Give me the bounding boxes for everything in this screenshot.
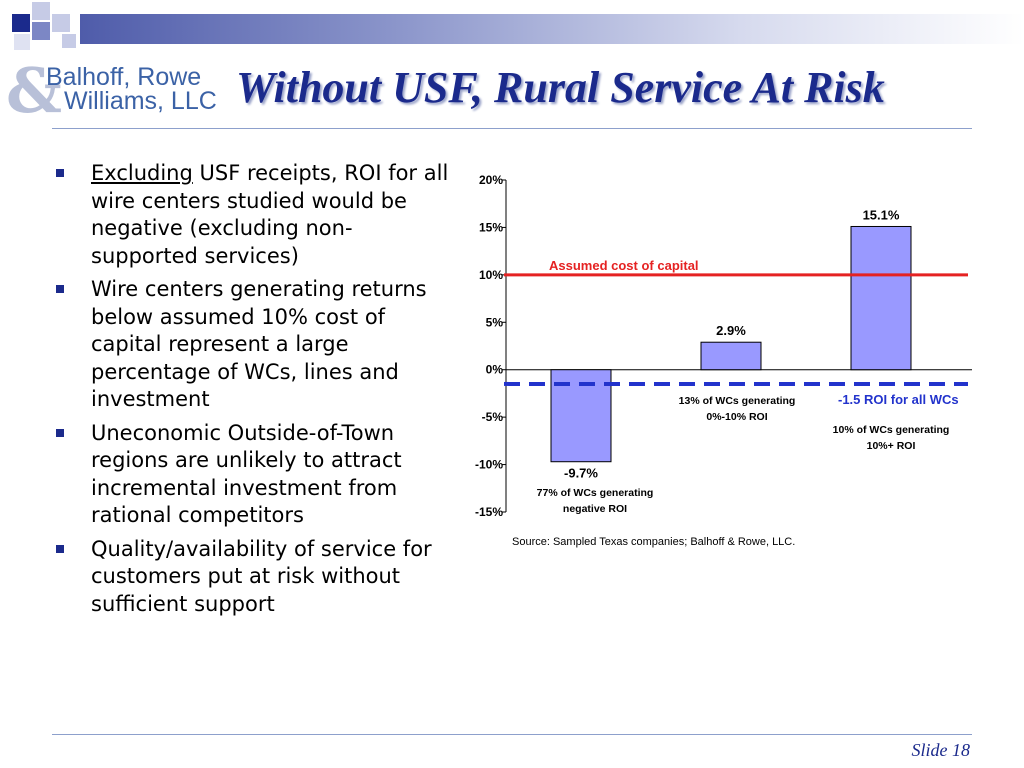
- decor-square: [62, 34, 76, 48]
- decor-square: [32, 2, 50, 20]
- cost-of-capital-label: Assumed cost of capital: [549, 258, 699, 273]
- footer-divider: [52, 734, 972, 735]
- bullet-marker: [56, 285, 64, 293]
- decor-square: [12, 14, 30, 32]
- company-logo-line1: Balhoff, Rowe: [46, 63, 202, 91]
- bar: [850, 225, 912, 371]
- bullet-underlined-text: Excluding: [91, 161, 193, 185]
- bullet-item: Wire centers generating returns below as…: [50, 276, 450, 414]
- chart-source-note: Source: Sampled Texas companies; Balhoff…: [512, 536, 796, 548]
- bullet-item: Quality/availability of service for cust…: [50, 536, 450, 619]
- category-label: negative ROI: [563, 503, 627, 515]
- y-tick-label: 0%: [486, 363, 504, 377]
- category-label: 10% of WCs generating: [833, 424, 950, 436]
- bullet-list: Excluding USF receipts, ROI for all wire…: [50, 160, 450, 624]
- category-label: 0%-10% ROI: [706, 411, 767, 423]
- bullet-marker: [56, 544, 64, 553]
- all-wc-roi-label: -1.5 ROI for all WCs: [838, 392, 959, 407]
- y-tick-label: -10%: [475, 458, 503, 472]
- bar-value-label: -9.7%: [564, 466, 598, 481]
- category-label: 13% of WCs generating: [679, 395, 796, 407]
- company-logo-line2: Williams, LLC: [64, 87, 217, 115]
- bar-value-label: 15.1%: [863, 207, 900, 222]
- decor-square: [14, 34, 30, 50]
- y-tick-label: 10%: [479, 268, 503, 282]
- bullet-text: Wire centers generating returns below as…: [91, 277, 427, 411]
- header-gradient-bar: [80, 14, 1024, 44]
- title-divider: [52, 128, 972, 129]
- bullet-text: Uneconomic Outside-of-Town regions are u…: [91, 420, 402, 528]
- slide-title: Without USF, Rural Service At Risk: [236, 63, 885, 112]
- decor-square: [32, 22, 50, 40]
- roi-bar-chart: 20% 15% 10% 5% 0% -5% -10% -15% -9.7% 2.9% 15.1% 77…: [475, 173, 972, 519]
- y-tick-label: -5%: [482, 410, 504, 424]
- y-tick-label: 5%: [486, 315, 504, 329]
- slide-number: Slide 18: [911, 740, 971, 760]
- decor-square: [52, 14, 70, 32]
- y-tick-label: 20%: [479, 173, 503, 187]
- bullet-text: USF receipts, ROI for all wire centers s…: [91, 161, 449, 268]
- bullet-marker: [56, 428, 64, 437]
- bar: [700, 341, 762, 371]
- bullet-item: Uneconomic Outside-of-Town regions are u…: [50, 420, 450, 530]
- category-label: 10%+ ROI: [867, 440, 916, 452]
- bullet-marker: [56, 169, 64, 177]
- y-tick-label: 15%: [479, 220, 503, 234]
- category-label: 77% of WCs generating: [537, 487, 654, 499]
- y-tick-label: -15%: [475, 505, 503, 519]
- bullet-text: Quality/availability of service for cust…: [91, 536, 432, 616]
- company-logo-ampersand: &: [6, 54, 62, 127]
- bar-value-label: 2.9%: [716, 323, 746, 338]
- bullet-item: Excluding USF receipts, ROI for all wire…: [50, 160, 450, 270]
